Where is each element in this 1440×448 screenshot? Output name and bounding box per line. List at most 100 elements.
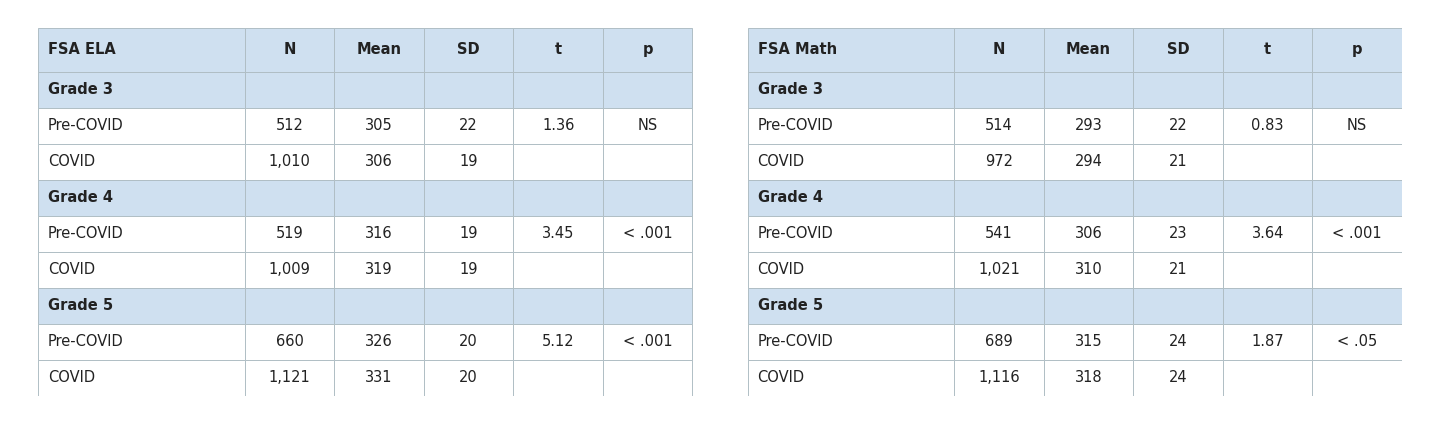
Bar [1044, 144, 1133, 180]
Text: < .001: < .001 [624, 335, 672, 349]
Bar [245, 28, 334, 72]
Bar [334, 324, 423, 360]
Text: 1,021: 1,021 [978, 263, 1020, 277]
Bar [334, 252, 423, 288]
Bar [1312, 72, 1403, 108]
Bar [747, 252, 955, 288]
Bar [1133, 288, 1223, 324]
Text: COVID: COVID [48, 155, 95, 169]
Bar [1223, 216, 1312, 252]
Bar [1312, 144, 1403, 180]
Text: 512: 512 [275, 119, 304, 134]
Bar [1312, 180, 1403, 216]
Bar [514, 324, 603, 360]
Bar [603, 216, 693, 252]
Text: < .05: < .05 [1338, 335, 1377, 349]
Bar [1223, 360, 1312, 396]
Bar [1312, 360, 1403, 396]
Text: Grade 3: Grade 3 [48, 82, 112, 98]
Bar [1044, 72, 1133, 108]
Bar [955, 28, 1044, 72]
Bar [37, 72, 245, 108]
Bar [1223, 180, 1312, 216]
Bar [423, 324, 514, 360]
Text: 24: 24 [1169, 370, 1188, 385]
Text: 326: 326 [366, 335, 393, 349]
Text: COVID: COVID [757, 370, 805, 385]
Text: 306: 306 [1074, 227, 1103, 241]
Bar [245, 216, 334, 252]
Bar [1312, 252, 1403, 288]
Bar [1044, 216, 1133, 252]
Bar [1223, 288, 1312, 324]
Text: t: t [554, 43, 562, 57]
Text: p: p [642, 43, 652, 57]
Text: NS: NS [638, 119, 658, 134]
Text: 21: 21 [1169, 155, 1188, 169]
Text: N: N [284, 43, 295, 57]
Bar [1133, 216, 1223, 252]
Bar [334, 288, 423, 324]
Text: Pre-COVID: Pre-COVID [48, 119, 124, 134]
Bar [37, 28, 245, 72]
Bar [514, 288, 603, 324]
Text: Grade 5: Grade 5 [757, 298, 822, 314]
Text: 22: 22 [1169, 119, 1188, 134]
Bar [514, 144, 603, 180]
Text: 5.12: 5.12 [541, 335, 575, 349]
Bar [423, 252, 514, 288]
Text: 22: 22 [459, 119, 478, 134]
Text: 24: 24 [1169, 335, 1188, 349]
Text: 3.64: 3.64 [1251, 227, 1284, 241]
Bar [37, 108, 245, 144]
Bar [1044, 28, 1133, 72]
Text: 318: 318 [1074, 370, 1103, 385]
Bar [1133, 180, 1223, 216]
Text: p: p [1352, 43, 1362, 57]
Bar [245, 252, 334, 288]
Text: Grade 3: Grade 3 [757, 82, 822, 98]
Bar [747, 28, 955, 72]
Text: 689: 689 [985, 335, 1012, 349]
Bar [1223, 252, 1312, 288]
Text: 519: 519 [275, 227, 304, 241]
Bar [423, 216, 514, 252]
Text: t: t [1264, 43, 1272, 57]
Bar [1133, 324, 1223, 360]
Bar [1312, 28, 1403, 72]
Bar [955, 252, 1044, 288]
Bar [1223, 144, 1312, 180]
Bar [1223, 108, 1312, 144]
Bar [423, 144, 514, 180]
Bar [1044, 252, 1133, 288]
Bar [1133, 28, 1223, 72]
Text: 20: 20 [459, 370, 478, 385]
Bar [1133, 108, 1223, 144]
Text: 23: 23 [1169, 227, 1188, 241]
Bar [334, 360, 423, 396]
Bar [245, 180, 334, 216]
Bar [955, 360, 1044, 396]
Text: COVID: COVID [48, 370, 95, 385]
Text: 1,116: 1,116 [978, 370, 1020, 385]
Bar [514, 216, 603, 252]
Bar [334, 72, 423, 108]
Bar [423, 28, 514, 72]
Bar [603, 72, 693, 108]
Text: SD: SD [1166, 43, 1189, 57]
Bar [1133, 360, 1223, 396]
Bar [423, 180, 514, 216]
Bar [955, 288, 1044, 324]
Text: 1.36: 1.36 [541, 119, 575, 134]
Bar [955, 144, 1044, 180]
Text: 315: 315 [1074, 335, 1103, 349]
Text: Pre-COVID: Pre-COVID [757, 335, 834, 349]
Bar [37, 144, 245, 180]
Bar [747, 108, 955, 144]
Bar [514, 72, 603, 108]
Text: 1,010: 1,010 [268, 155, 311, 169]
Bar [1044, 324, 1133, 360]
Text: Mean: Mean [357, 43, 402, 57]
Bar [603, 360, 693, 396]
Bar [747, 72, 955, 108]
